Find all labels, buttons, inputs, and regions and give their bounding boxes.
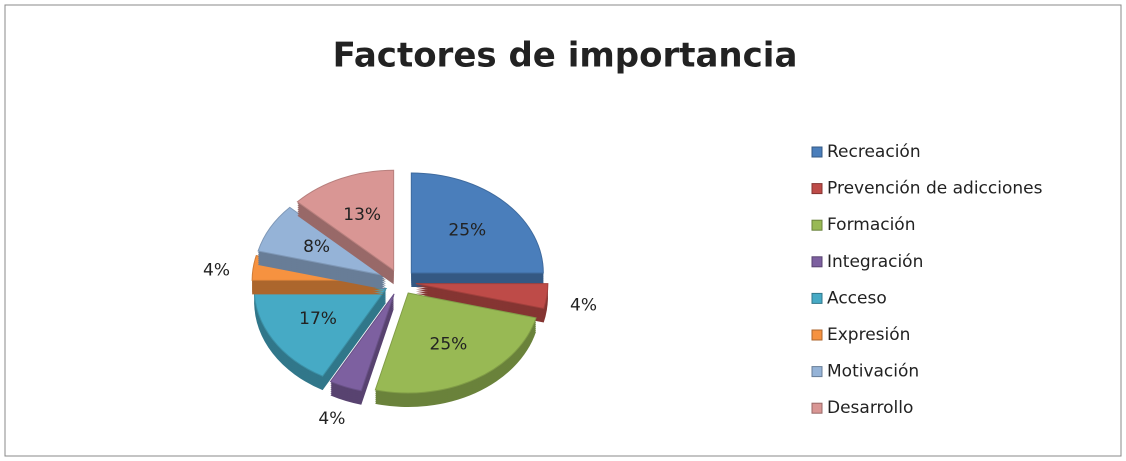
slice-top: [257, 206, 387, 277]
slice: [253, 288, 388, 391]
legend-swatch: [811, 146, 823, 158]
legend-label: Integración: [827, 252, 923, 272]
slice-top: [296, 169, 395, 272]
slice: [257, 206, 387, 290]
data-label: 17%: [299, 309, 337, 329]
slice-top: [415, 283, 549, 310]
legend-swatch: [811, 183, 823, 195]
legend-label: Motivación: [827, 362, 919, 382]
legend-swatch: [811, 366, 823, 378]
chart-border: [4, 4, 1122, 457]
data-label: 25%: [448, 221, 486, 241]
data-label: 8%: [303, 237, 330, 257]
legend-label: Prevención de adicciones: [827, 179, 1043, 199]
data-label: 4%: [570, 296, 597, 316]
legend-swatch: [811, 402, 823, 414]
legend-label: Recreación: [827, 142, 921, 162]
legend-label: Expresión: [827, 325, 910, 345]
data-label: 4%: [318, 409, 345, 429]
data-label: 13%: [343, 205, 381, 225]
slice-top: [410, 172, 544, 274]
slice-top: [253, 288, 388, 377]
legend-swatch: [811, 329, 823, 341]
legend-swatch: [811, 256, 823, 268]
slice: [296, 169, 395, 285]
slice-top: [329, 293, 395, 392]
slice: [410, 172, 544, 287]
chart-title: Factores de importancia: [333, 36, 798, 76]
data-label: 25%: [430, 335, 468, 355]
data-label: 4%: [203, 260, 230, 280]
legend-label: Formación: [827, 215, 916, 235]
slice: [329, 293, 395, 405]
legend-swatch: [811, 292, 823, 304]
legend-label: Desarrollo: [827, 398, 913, 418]
legend-swatch: [811, 219, 823, 231]
slice: [374, 292, 537, 408]
slice-top: [374, 292, 537, 394]
legend-label: Acceso: [827, 288, 887, 308]
